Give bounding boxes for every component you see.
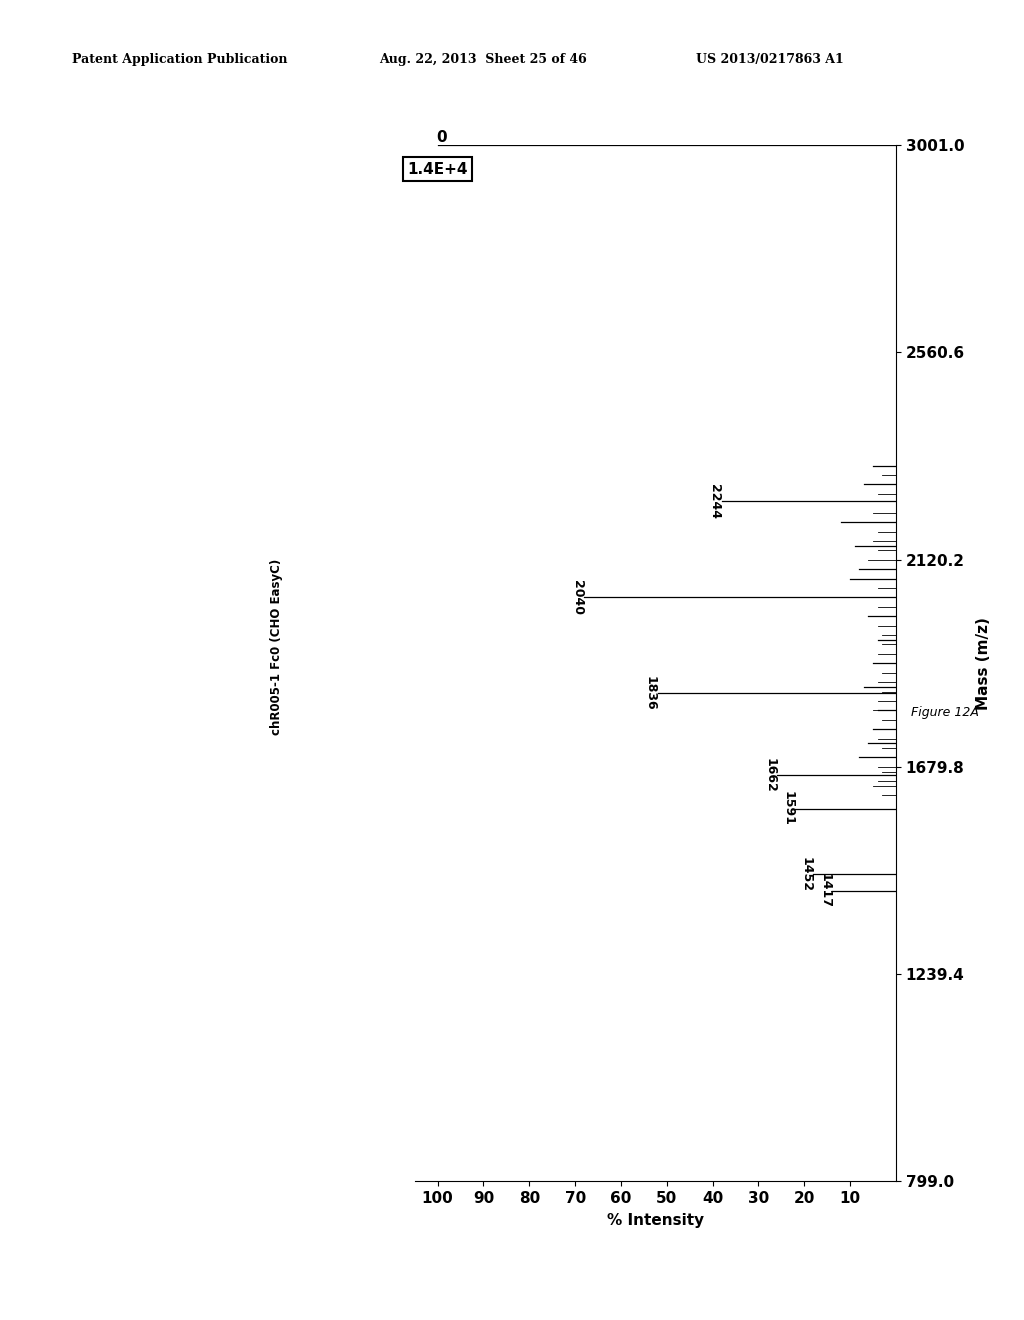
Text: 1836: 1836: [644, 676, 657, 710]
Text: 1452: 1452: [800, 857, 813, 891]
Text: 1.4E+4: 1.4E+4: [408, 161, 468, 177]
Text: Aug. 22, 2013  Sheet 25 of 46: Aug. 22, 2013 Sheet 25 of 46: [379, 53, 587, 66]
Text: 1591: 1591: [781, 791, 795, 826]
Y-axis label: Mass (m/z): Mass (m/z): [976, 616, 991, 710]
Text: 0: 0: [436, 131, 446, 145]
Text: 1662: 1662: [763, 758, 776, 793]
Text: chR005-1 Fc0 (CHO EasyC): chR005-1 Fc0 (CHO EasyC): [270, 558, 283, 735]
Text: Patent Application Publication: Patent Application Publication: [72, 53, 287, 66]
Text: 2244: 2244: [708, 484, 721, 519]
Text: Figure 12A: Figure 12A: [911, 706, 979, 719]
Text: 1417: 1417: [818, 873, 831, 908]
Text: US 2013/0217863 A1: US 2013/0217863 A1: [696, 53, 844, 66]
X-axis label: % Intensity: % Intensity: [607, 1213, 703, 1228]
Text: 2040: 2040: [570, 579, 584, 615]
